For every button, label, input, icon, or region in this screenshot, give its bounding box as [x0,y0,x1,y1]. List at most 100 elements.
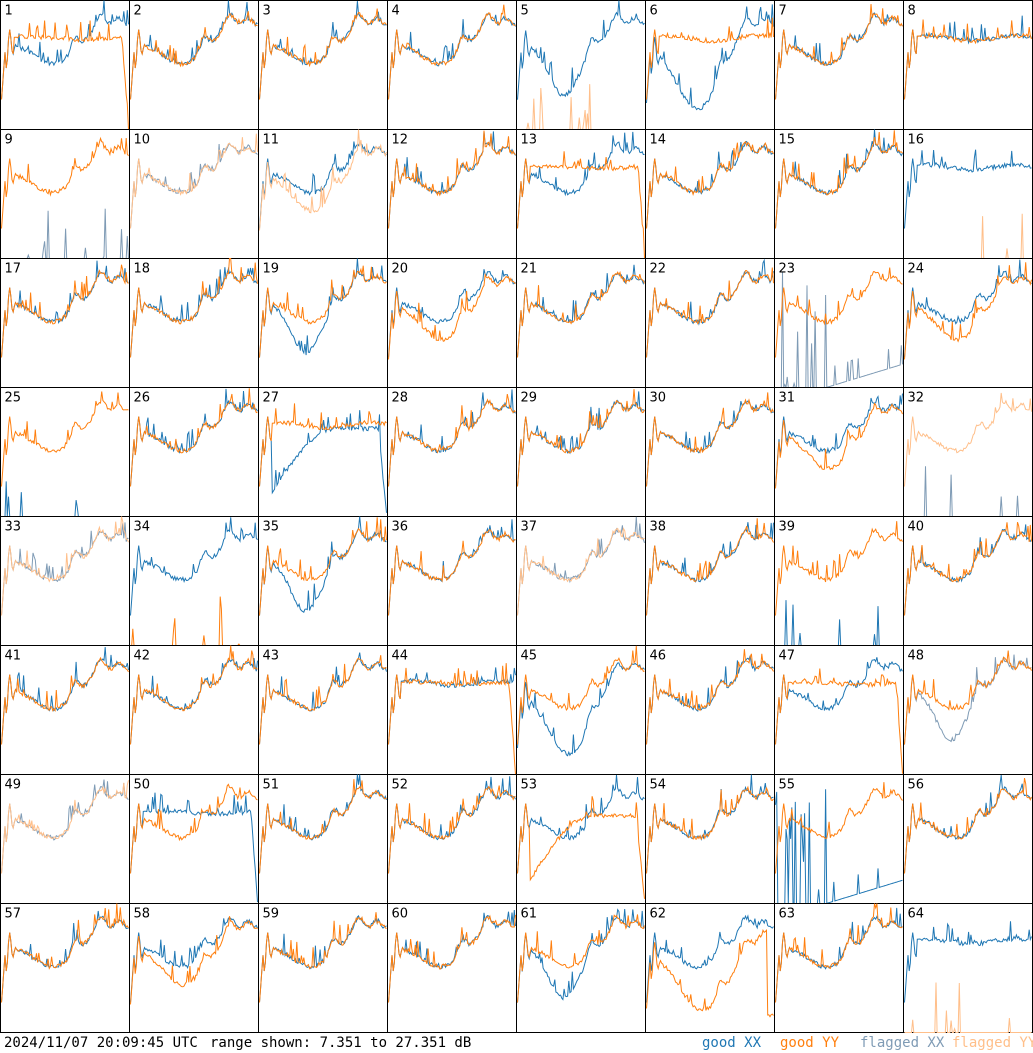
panel-55: 55 [774,774,904,905]
panel-3: 3 [258,0,388,130]
panel-label: 53 [521,778,538,793]
series-yy [904,19,1032,100]
series-xx [130,917,258,1003]
panel-frame [774,387,904,517]
panel-42: 42 [129,645,259,775]
panel-label: 51 [263,778,280,793]
panel-5: 5 [516,0,646,130]
series-yy [1,136,129,229]
panel-47: 47 [774,645,904,775]
panel-label: 61 [521,907,538,922]
series-yy [388,663,516,775]
series-yy [130,388,258,487]
panel-label: 28 [392,391,409,406]
panel-20: 20 [387,258,517,388]
panel-40: 40 [903,516,1033,646]
panel-frame [258,903,388,1033]
series-yy [388,393,516,487]
panel-frame [387,516,517,646]
series-xx [775,272,903,389]
panel-48: 48 [903,645,1033,775]
series-xx [130,658,258,745]
series-yy [517,151,645,259]
panel-frame [0,0,130,130]
panel-frame [645,129,775,259]
panel-frame [258,387,388,517]
series-yy [904,392,1032,487]
timestamp: 2024/11/07 20:09:45 UTC [4,1035,198,1051]
panel-21: 21 [516,258,646,388]
panel-label: 35 [263,520,280,535]
series-xx [904,921,1032,1003]
panel-label: 26 [134,391,151,406]
series-yy [646,267,774,358]
series-yy [646,392,774,487]
panel-frame [903,129,1033,259]
panel-11: 11 [258,129,388,259]
series-yy [1,20,129,130]
series-yy [775,130,903,229]
panel-2: 2 [129,0,259,130]
series-yy [259,655,387,745]
panel-60: 60 [387,903,517,1033]
series-yy [130,783,258,874]
panel-25: 25 [0,387,130,517]
panel-frame [903,903,1033,1033]
panel-frame [645,258,775,388]
panel-frame [516,645,646,775]
series-yy [388,272,516,360]
panel-frame [0,387,130,517]
panel-label: 58 [134,907,151,922]
panel-frame [903,258,1033,388]
series-yy [517,796,645,899]
panel-frame [774,129,904,259]
series-yy [646,649,774,745]
panel-label: 23 [779,262,796,277]
panel-22: 22 [645,258,775,388]
panel-frame [516,903,646,1033]
panel-label: 50 [134,778,151,793]
series-yy [388,785,516,874]
series-yy [775,402,903,489]
panel-frame [516,774,646,904]
panel-label: 36 [392,520,409,535]
panel-label: 12 [392,133,409,148]
panel-label: 49 [5,778,22,793]
panel-label: 10 [134,133,151,148]
series-yy [646,141,774,229]
panel-frame [129,516,259,646]
range-text: range shown: 7.351 to 27.351 dB [210,1035,472,1051]
series-xx [517,131,645,229]
panel-frame [129,645,259,775]
panel-62: 62 [645,903,775,1033]
series-yy [517,645,645,745]
series-xx [130,792,258,903]
panel-label: 20 [392,262,409,277]
panel-label: 32 [908,391,925,406]
panel-label: 37 [521,520,538,535]
panel-frame [387,129,517,259]
series-yy [775,903,903,1003]
panel-label: 57 [5,907,22,922]
panel-label: 59 [263,907,280,922]
panel-label: 21 [521,262,538,277]
series-xx [517,264,645,358]
panel-label: 18 [134,262,151,277]
panel-49: 49 [0,774,130,904]
series-yy [1,780,129,874]
panel-14: 14 [645,129,775,259]
panel-33: 33 [0,516,130,646]
panel-frame [129,903,259,1033]
panel-27: 27 [258,387,388,517]
series-yy [517,389,645,487]
panel-frame [0,258,130,388]
panel-1: 1 [0,0,130,130]
panel-28: 28 [387,387,517,517]
panel-30: 30 [645,387,775,517]
panel-53: 53 [516,774,646,904]
panel-58: 58 [129,903,259,1033]
series-xx [904,775,1032,874]
panel-frame [903,387,1033,517]
series-xx [904,654,1032,745]
panel-label: 29 [521,391,538,406]
